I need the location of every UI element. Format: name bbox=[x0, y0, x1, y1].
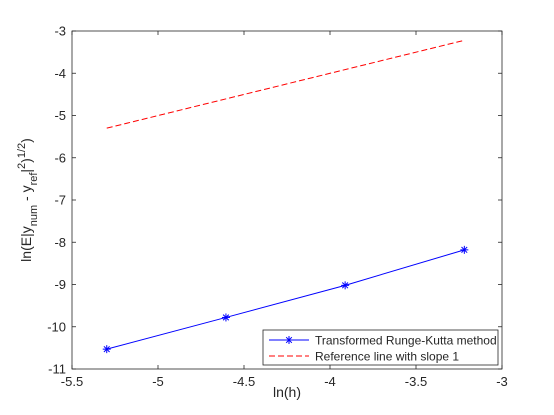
legend-box bbox=[262, 329, 499, 366]
x-tick-label: -5.5 bbox=[61, 374, 83, 389]
x-tick-label: -3 bbox=[496, 374, 508, 389]
y-label-part: ln(E|y bbox=[18, 226, 34, 262]
y-tick-label: -5 bbox=[54, 108, 66, 123]
asterisk-stroke bbox=[222, 314, 230, 321]
asterisk-stroke bbox=[103, 345, 110, 353]
data-point bbox=[102, 345, 111, 354]
data-point bbox=[221, 313, 230, 322]
series-line-1 bbox=[106, 249, 465, 350]
asterisk-stroke bbox=[461, 246, 468, 254]
y-tick-label: -10 bbox=[47, 319, 66, 334]
y-label-sub: num bbox=[28, 205, 40, 226]
x-axis: -5.5 -5 -4.5 -4 -3.5 -3 bbox=[61, 31, 508, 389]
data-point bbox=[341, 281, 350, 290]
legend-label: Transformed Runge-Kutta method bbox=[315, 334, 497, 348]
legend-label: Reference line with slope 1 bbox=[315, 350, 459, 364]
y-axis-label: ln(E|ynum - yref|2)1/2) bbox=[16, 138, 40, 262]
x-tick-label: -4.5 bbox=[233, 374, 255, 389]
y-tick-label: -3 bbox=[54, 24, 66, 39]
asterisk-stroke bbox=[285, 336, 293, 344]
y-label-part: - y bbox=[18, 185, 34, 204]
y-label-sup: 1/2 bbox=[16, 143, 28, 158]
y-label-sub: ref bbox=[28, 172, 40, 186]
asterisk-stroke bbox=[341, 282, 349, 289]
x-axis-label: ln(h) bbox=[273, 384, 301, 400]
y-tick-label: -11 bbox=[48, 362, 66, 377]
legend: Transformed Runge-Kutta method Reference … bbox=[262, 329, 499, 366]
y-tick-label: -8 bbox=[54, 235, 66, 250]
data-point bbox=[460, 245, 469, 254]
y-label-part: ) bbox=[18, 158, 34, 163]
y-tick-label: -4 bbox=[54, 66, 66, 81]
y-label-part: | bbox=[18, 169, 34, 173]
y-label-part: ) bbox=[18, 138, 34, 143]
series-layer bbox=[102, 39, 469, 354]
legend-marker bbox=[285, 336, 293, 344]
y-tick-label: -9 bbox=[54, 277, 66, 292]
x-tick-label: -3.5 bbox=[405, 374, 427, 389]
y-label-sup: 2 bbox=[16, 163, 28, 169]
y-tick-label: -7 bbox=[54, 193, 66, 208]
y-axis: -11 -10 -9 -8 -7 -6 -5 -4 -3 bbox=[47, 24, 502, 377]
x-tick-label: -5 bbox=[152, 374, 164, 389]
x-tick-label: -4 bbox=[324, 374, 336, 389]
y-tick-label: -6 bbox=[54, 150, 66, 165]
plot-area bbox=[72, 31, 502, 369]
series-line-2 bbox=[106, 39, 465, 129]
